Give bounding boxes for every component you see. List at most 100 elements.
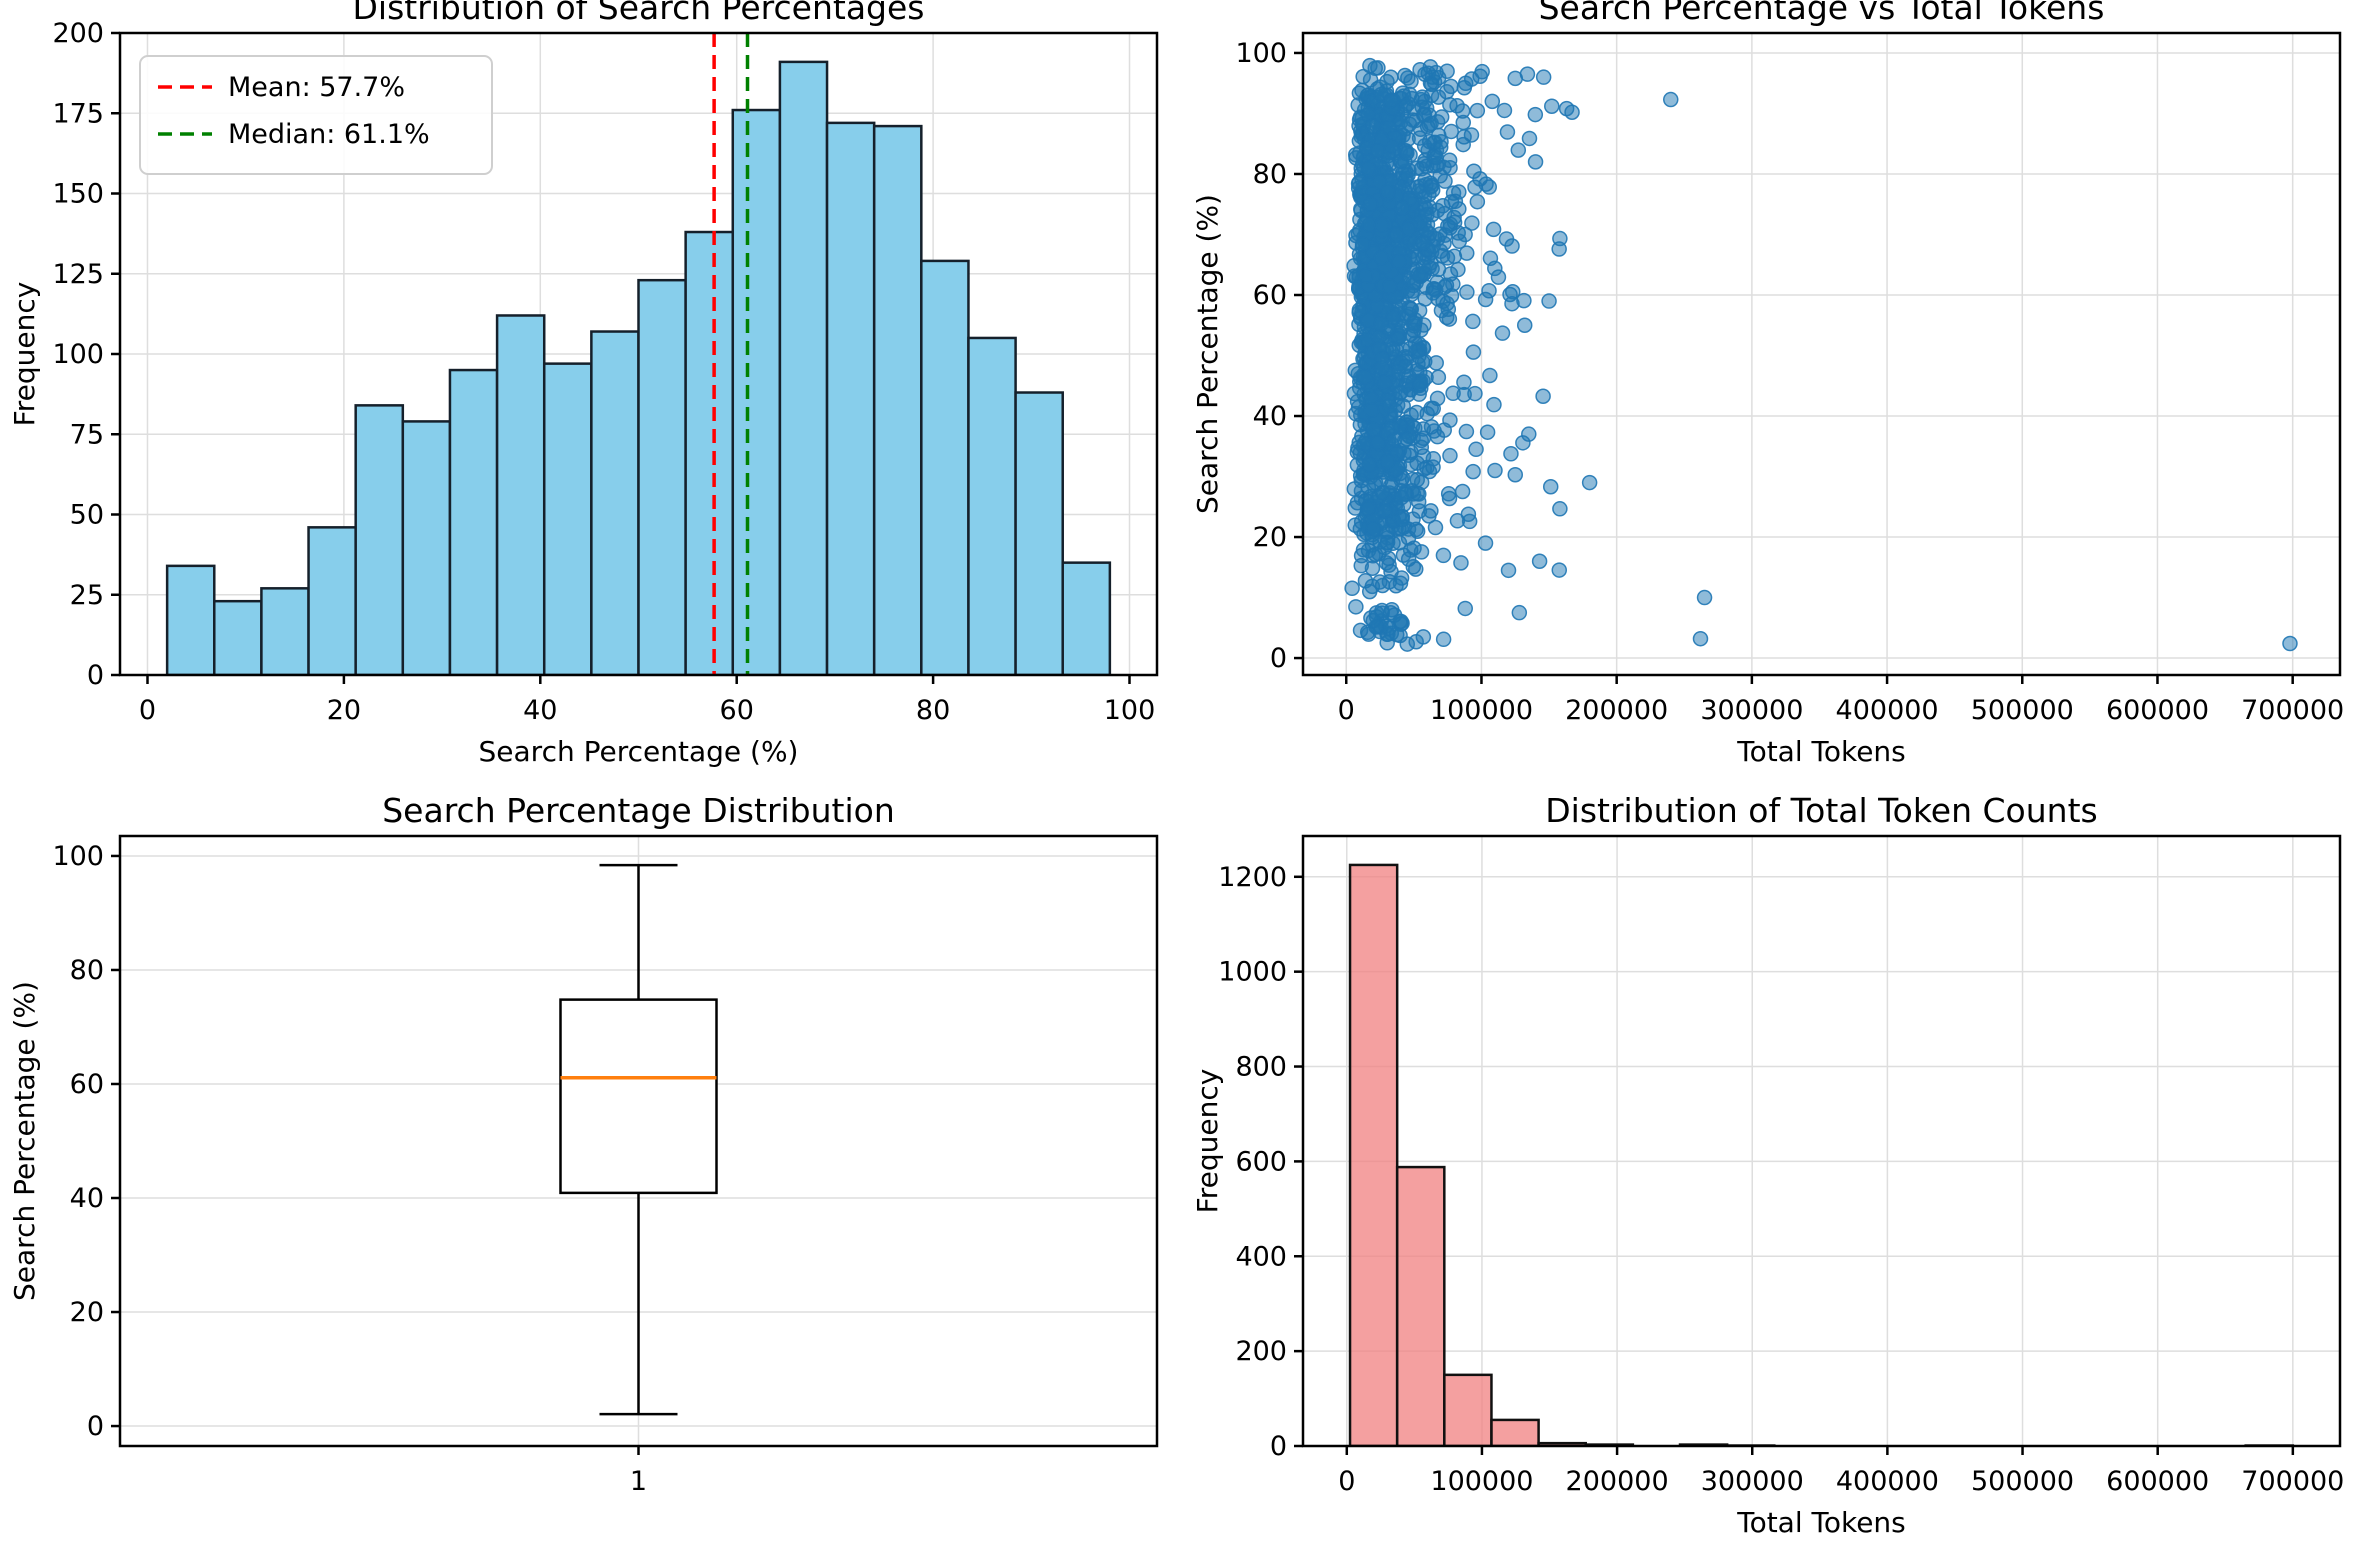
histogram-bar — [637, 278, 687, 675]
scatter-point — [1535, 69, 1552, 85]
chart-title: Distribution of Search Percentages — [352, 0, 924, 27]
y-tick-label: 175 — [52, 98, 104, 129]
legend-mean-label: Mean: 57.7% — [228, 72, 405, 103]
scatter-point — [1494, 325, 1511, 341]
panel-search-vs-tokens-scatter: 0 100000 200000 300000 400000 500000 600000 700… — [1191, 0, 2344, 768]
scatter-point — [1479, 424, 1496, 440]
scatter-marks-group — [1344, 57, 2298, 652]
histogram-bar — [401, 420, 452, 675]
scatter-point — [1361, 583, 1378, 600]
scatter-point — [1350, 97, 1366, 113]
scatter-point — [1374, 360, 1390, 376]
x-axis-label: Total Tokens — [1736, 1506, 1906, 1539]
scatter-point — [1456, 374, 1472, 391]
x-tick-label: 700000 — [2241, 1466, 2344, 1497]
y-tick-label: 100 — [1235, 38, 1287, 69]
scatter-point — [1411, 486, 1427, 502]
axes-spines — [1301, 31, 2342, 677]
scatter-point — [1355, 68, 1371, 85]
panel-search-percentage-boxplot: 1 0 20 40 60 80 100 Search Percentage Distribut… — [8, 791, 1159, 1497]
y-axis-label: Frequency — [1191, 1069, 1224, 1214]
y-tick-label: 20 — [70, 1297, 104, 1328]
scatter-point — [1388, 227, 1405, 243]
panel-search-percentage-histogram: 0 20 40 60 80 100 0 25 50 75 100 125 150 175 200 Distri… — [8, 0, 1159, 768]
x-tick-label: 400000 — [1836, 1466, 1939, 1497]
legend-median-label: Median: 61.1% — [228, 119, 430, 150]
scatter-point — [1437, 279, 1453, 295]
scatter-point — [1485, 221, 1502, 238]
scatter-point — [1374, 484, 1391, 501]
scatter-point — [1500, 562, 1517, 579]
scatter-point — [1442, 447, 1458, 464]
scatter-point — [1373, 316, 1389, 332]
y-tick-label: 1000 — [1218, 957, 1287, 988]
scatter-point — [1467, 179, 1483, 195]
x-tick-label: 700000 — [2241, 695, 2344, 726]
y-tick-label: 25 — [70, 580, 104, 611]
scatter-point — [1403, 456, 1419, 473]
scatter-point — [1474, 63, 1490, 80]
y-tick-label: 80 — [1253, 159, 1287, 190]
y-tick-label: 0 — [87, 1411, 104, 1442]
scatter-point — [1386, 607, 1403, 623]
x-tick-label: 600000 — [2106, 1466, 2209, 1497]
scatter-point — [1382, 278, 1398, 295]
scatter-point — [1490, 269, 1507, 285]
scatter-point — [1382, 92, 1399, 109]
y-tick-label: 800 — [1235, 1052, 1287, 1083]
scatter-point — [2282, 635, 2298, 652]
scatter-point — [1459, 284, 1475, 300]
x-tick-label: 0 — [1338, 1466, 1355, 1497]
panel-token-counts-histogram: 0 100000 200000 300000 400000 500000 600000 700… — [1191, 791, 2344, 1539]
scatter-point — [1402, 340, 1418, 357]
axes-spines — [1301, 834, 2342, 1448]
scatter-point — [1421, 508, 1437, 524]
scatter-point — [1551, 241, 1567, 257]
scatter-point — [1423, 179, 1439, 195]
histogram-bar — [213, 599, 263, 675]
histogram-bar — [684, 230, 735, 675]
histogram-bar — [1014, 391, 1064, 675]
scatter-point — [1477, 535, 1494, 551]
scatter-point — [1484, 93, 1501, 110]
scatter-point — [1377, 374, 1393, 390]
scatter-point — [1521, 130, 1538, 147]
x-tick-label: 20 — [327, 695, 361, 726]
histogram-bar — [354, 404, 405, 675]
histogram-marks-group — [165, 33, 1112, 675]
scatter-point — [1363, 402, 1380, 418]
scatter-point — [1379, 535, 1395, 551]
x-axis-label: Total Tokens — [1736, 735, 1906, 768]
histogram-bar — [731, 108, 782, 675]
scatter-point — [1403, 73, 1419, 90]
histogram-bar — [778, 60, 829, 675]
x-tick-label: 1 — [630, 1466, 647, 1497]
y-tick-label: 40 — [1253, 401, 1287, 432]
scatter-point — [1415, 235, 1432, 251]
scatter-point — [1581, 474, 1598, 491]
x-tick-label: 600000 — [2106, 695, 2209, 726]
scatter-point — [1503, 446, 1519, 462]
y-tick-label: 125 — [52, 259, 104, 290]
y-tick-label: 60 — [1253, 280, 1287, 311]
scatter-point — [1412, 376, 1428, 392]
scatter-point — [1356, 435, 1373, 452]
scatter-point — [1455, 114, 1472, 131]
scatter-point — [1373, 217, 1390, 233]
scatter-point — [1365, 421, 1381, 438]
scatter-point — [1349, 393, 1366, 410]
scatter-point — [1454, 483, 1471, 500]
iqr-box — [559, 998, 718, 1195]
x-axis-label: Search Percentage (%) — [479, 735, 799, 768]
box-marks-group — [559, 863, 718, 1416]
y-axis-label: Search Percentage (%) — [8, 981, 41, 1301]
x-tick-label: 200000 — [1566, 1466, 1669, 1497]
histogram-bar — [165, 564, 216, 675]
histogram-bar — [1348, 863, 1399, 1446]
scatter-point — [1403, 286, 1420, 303]
scatter-point — [1419, 206, 1435, 223]
scatter-point — [1412, 61, 1428, 78]
scatter-point — [1507, 466, 1524, 483]
scatter-point — [1457, 600, 1473, 617]
scatter-point — [1365, 612, 1382, 629]
